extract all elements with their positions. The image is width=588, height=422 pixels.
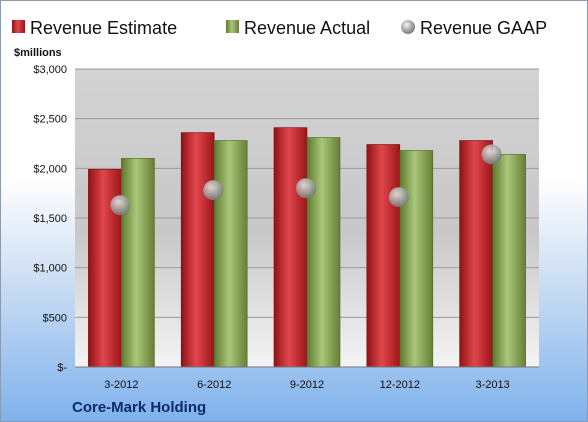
bar-revenue-estimate xyxy=(366,144,401,368)
y-tick-label: $- xyxy=(57,362,67,374)
x-tick-label: 3-2013 xyxy=(475,379,509,391)
x-tick-label: 12-2012 xyxy=(380,379,420,391)
bar-revenue-estimate xyxy=(273,127,308,368)
bar-revenue-actual xyxy=(121,158,155,368)
legend-swatch-revenue-actual xyxy=(226,20,239,33)
x-axis-ticks: 3-2012 6-2012 9-2012 12-2012 3-2013 xyxy=(104,379,509,391)
legend-swatch-revenue-estimate xyxy=(12,20,25,33)
legend-label-revenue-gaap: Revenue GAAP xyxy=(420,18,547,38)
bars xyxy=(88,127,526,368)
legend-label-revenue-actual: Revenue Actual xyxy=(244,18,370,38)
legend-item-revenue-estimate: Revenue Estimate xyxy=(12,18,177,38)
bar-revenue-actual xyxy=(399,150,434,368)
bar-revenue-actual xyxy=(306,137,341,368)
y-tick-label: $2,000 xyxy=(33,163,67,175)
legend-item-revenue-actual: Revenue Actual xyxy=(226,18,370,38)
legend-item-revenue-gaap: Revenue GAAP xyxy=(401,18,547,38)
unit-label: $millions xyxy=(14,47,62,59)
marker-revenue-gaap xyxy=(110,195,131,216)
y-tick-label: $1,000 xyxy=(33,263,67,275)
gaap-markers xyxy=(110,144,502,216)
bar-revenue-estimate xyxy=(180,132,215,368)
marker-revenue-gaap xyxy=(481,144,502,165)
bar-revenue-actual xyxy=(492,154,526,368)
bar-revenue-actual xyxy=(213,140,248,368)
marker-revenue-gaap xyxy=(296,178,316,199)
y-axis-ticks: $- $500 $1,000 $1,500 $2,000 $2,500 $3,000 xyxy=(33,64,67,374)
y-tick-label: $3,000 xyxy=(33,64,67,76)
y-tick-label: $1,500 xyxy=(33,213,67,225)
legend-label-revenue-estimate: Revenue Estimate xyxy=(30,18,177,38)
x-tick-label: 6-2012 xyxy=(197,379,231,391)
x-tick-label: 3-2012 xyxy=(104,379,138,391)
company-name: Core-Mark Holding xyxy=(72,399,206,416)
marker-revenue-gaap xyxy=(203,180,224,201)
legend-swatch-revenue-gaap xyxy=(401,20,415,34)
marker-revenue-gaap xyxy=(388,187,409,208)
x-tick-label: 9-2012 xyxy=(290,379,324,391)
y-tick-label: $2,500 xyxy=(33,114,67,126)
legend: Revenue Estimate Revenue Actual Revenue … xyxy=(12,18,547,38)
bar-revenue-estimate xyxy=(459,140,493,368)
y-tick-label: $500 xyxy=(43,312,67,324)
